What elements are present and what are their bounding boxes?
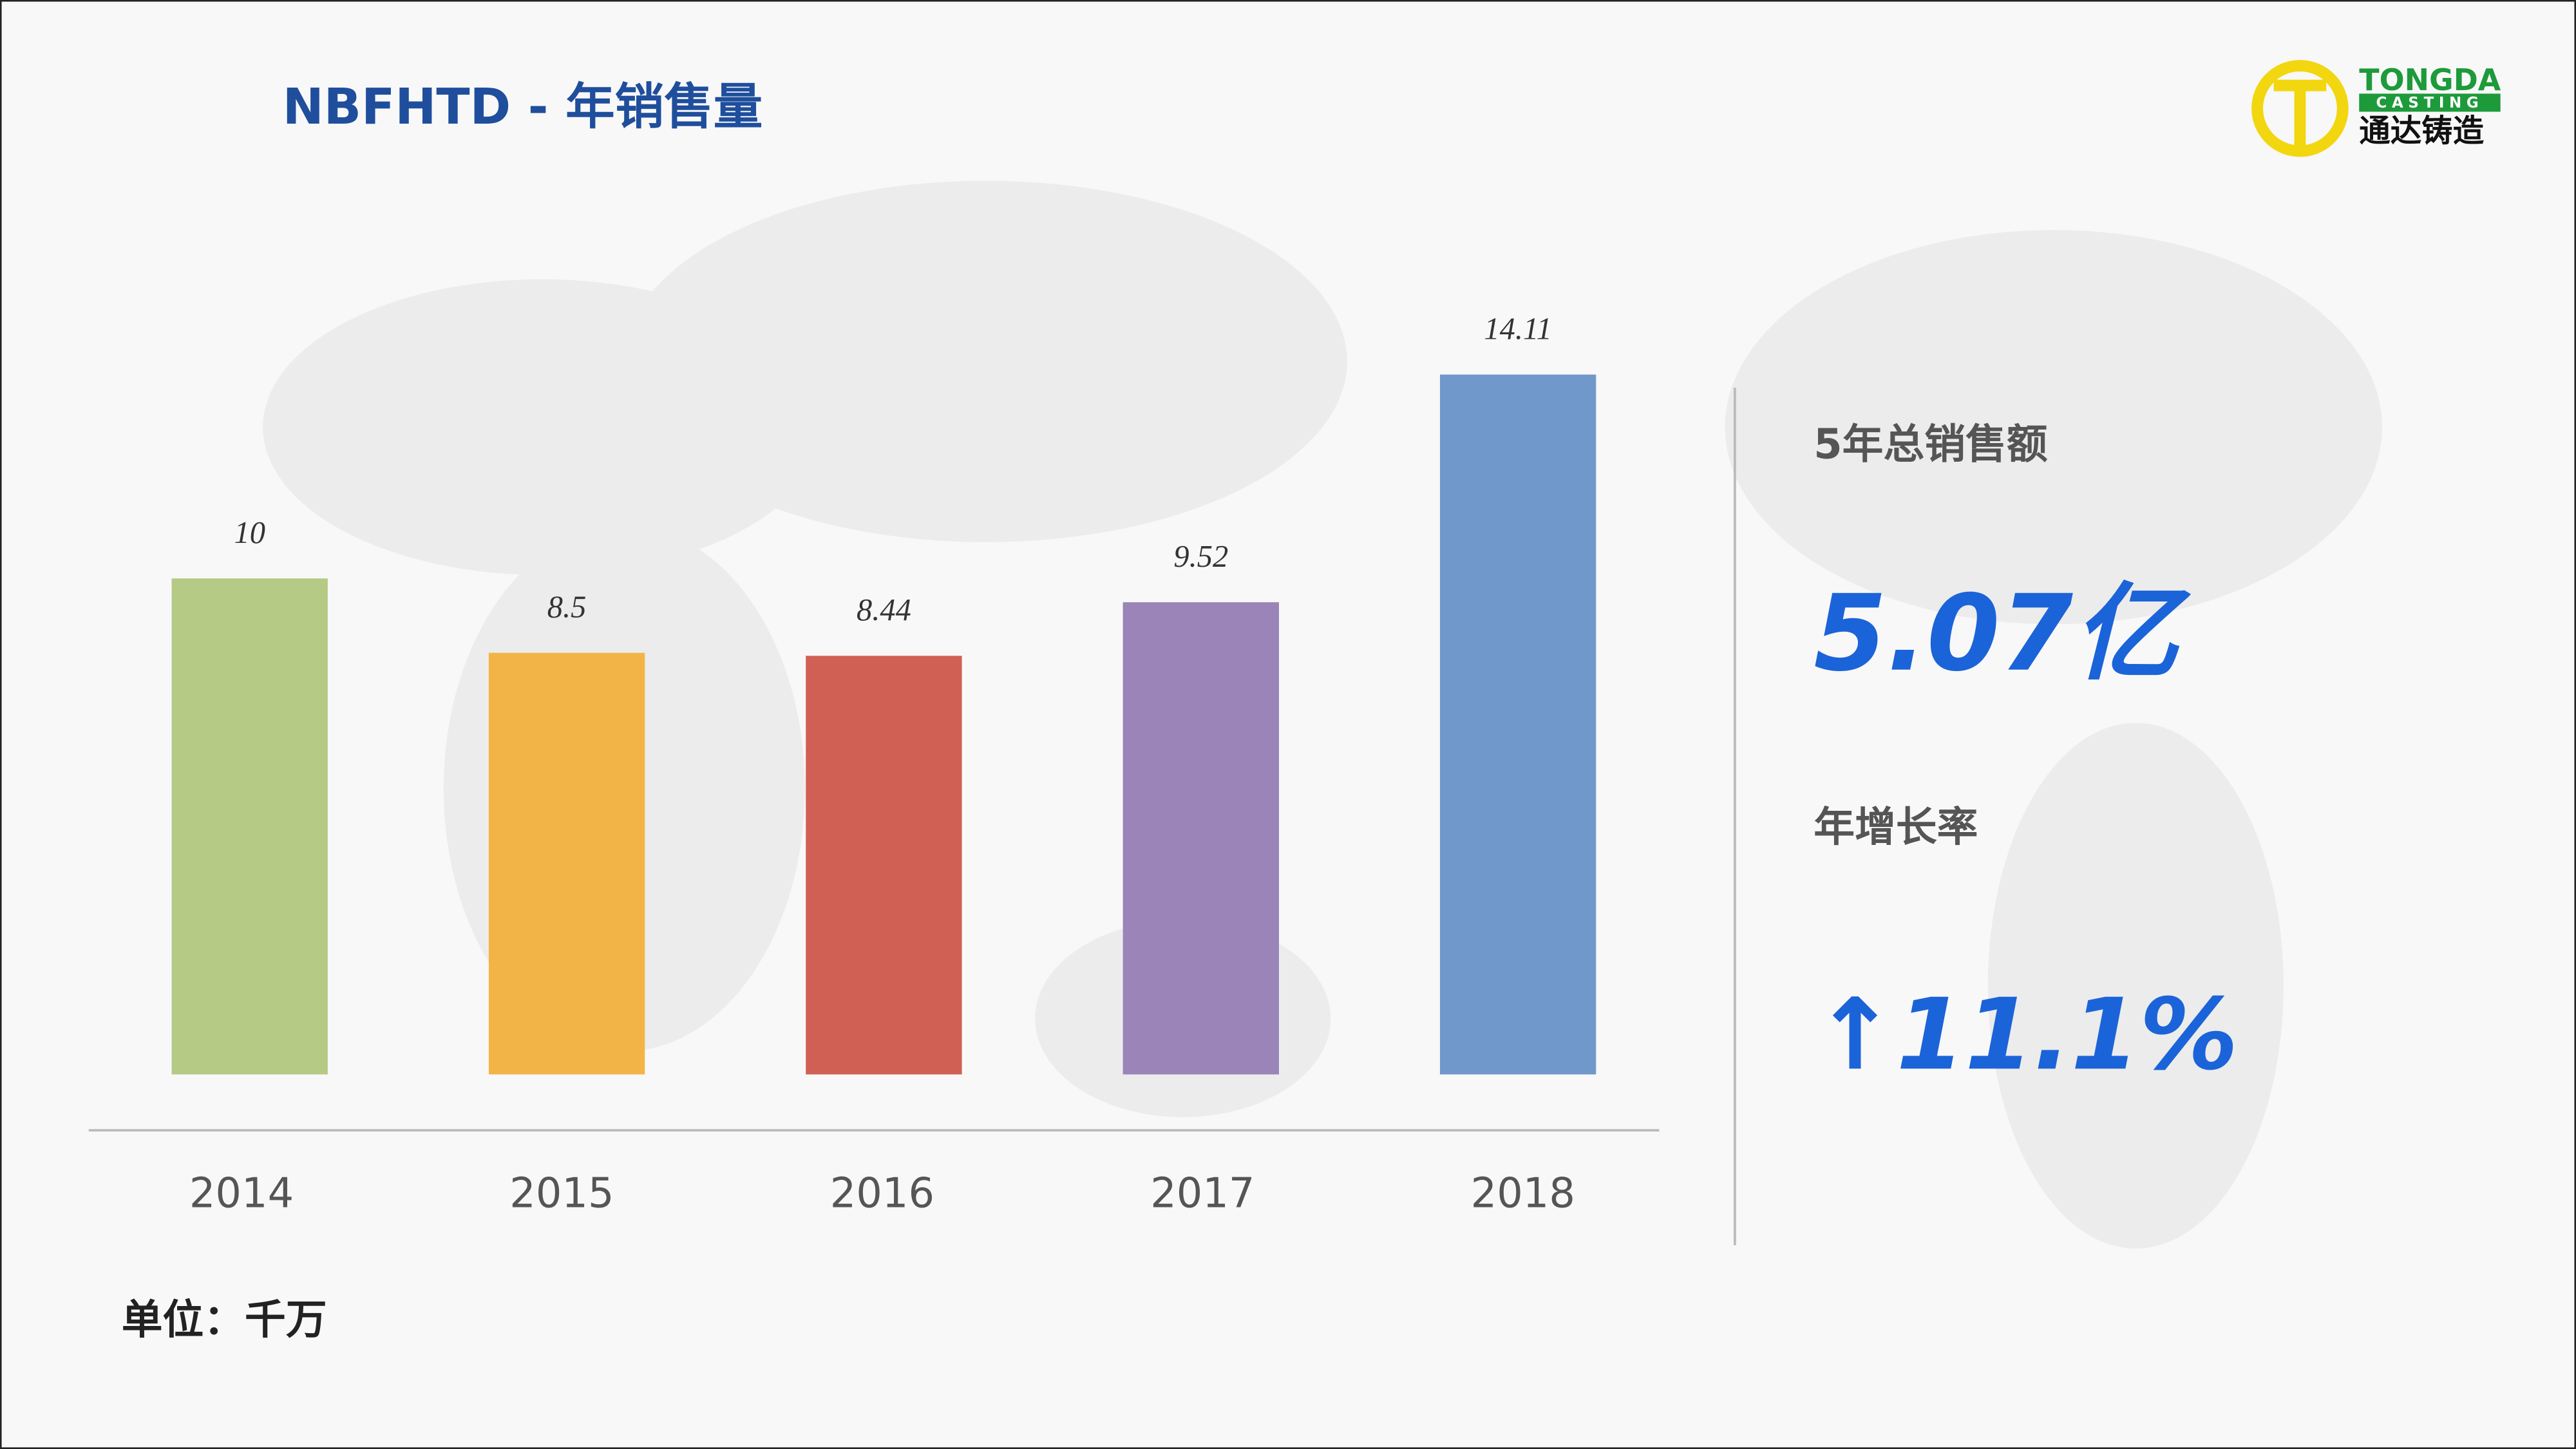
logo-sub: CASTING — [2376, 95, 2484, 111]
data-label: 8.44 — [857, 593, 911, 627]
chart-title: NBFHTD - 年销售量 — [283, 79, 762, 136]
bar — [806, 656, 962, 1075]
x-tick-label: 2018 — [1471, 1170, 1575, 1218]
logo-mark — [2273, 79, 2327, 148]
bar — [1122, 602, 1279, 1075]
data-label: 10 — [234, 516, 265, 550]
bar — [488, 652, 645, 1075]
logo-name: TONGDA — [2359, 62, 2501, 97]
x-tick-label: 2015 — [509, 1170, 614, 1218]
data-label: 14.11 — [1484, 312, 1551, 346]
growth-value: ↑11.1% — [1814, 978, 2238, 1092]
x-tick-label: 2016 — [830, 1170, 934, 1218]
logo-band — [2359, 93, 2501, 112]
logo-ring — [2251, 60, 2349, 157]
total-value: 5.07亿 — [1814, 572, 2191, 695]
bar — [171, 578, 328, 1075]
x-tick-label: 2014 — [189, 1170, 294, 1218]
total-label: 5年总销售额 — [1814, 421, 2047, 468]
bar — [1439, 374, 1596, 1075]
data-label: 8.5 — [547, 591, 587, 625]
logo-cn: 通达铸造 — [2359, 113, 2484, 149]
x-tick-label: 2017 — [1150, 1170, 1255, 1218]
data-label: 9.52 — [1173, 540, 1228, 574]
logo: TONGDA CASTING 通达铸造 — [2251, 60, 2501, 157]
growth-label: 年增长率 — [1814, 804, 1978, 851]
unit-note: 单位：千万 — [122, 1296, 327, 1344]
